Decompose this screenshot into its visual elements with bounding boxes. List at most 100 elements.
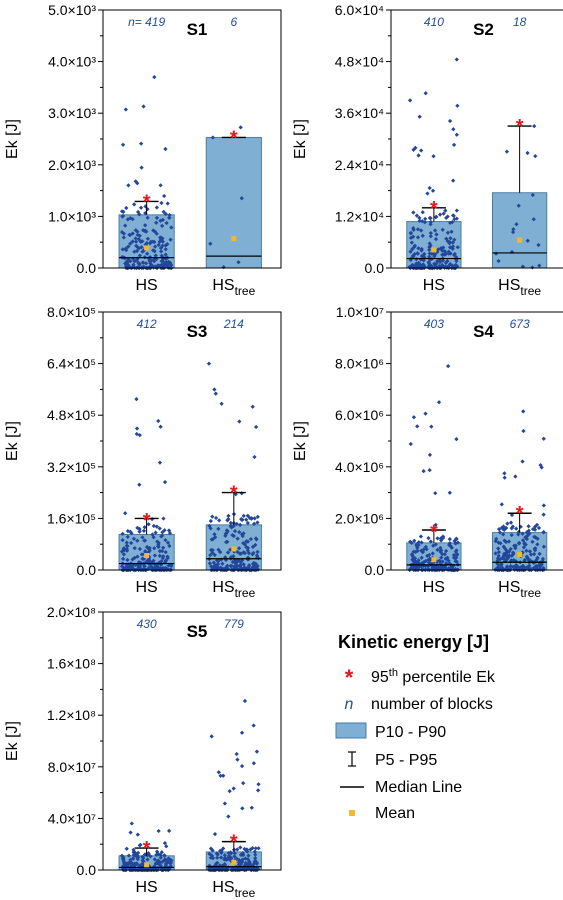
y-tick-label: 1.6×10⁸ xyxy=(47,656,96,672)
mean-marker xyxy=(231,236,237,242)
data-point xyxy=(158,424,163,429)
data-point xyxy=(453,559,458,564)
data-point xyxy=(222,862,228,867)
y-tick-label: 4.0×10⁷ xyxy=(48,810,96,826)
data-point xyxy=(137,265,142,270)
data-point xyxy=(208,846,214,851)
data-point xyxy=(213,515,219,521)
data-point xyxy=(166,563,171,568)
data-point xyxy=(232,528,238,534)
data-point xyxy=(242,551,248,556)
data-point xyxy=(236,260,241,265)
data-point xyxy=(128,830,133,835)
data-point xyxy=(163,549,168,555)
data-point xyxy=(123,107,128,112)
y-tick-label: 6.0×10⁶ xyxy=(335,407,384,423)
data-point xyxy=(254,749,260,754)
data-point xyxy=(137,253,142,258)
data-point xyxy=(145,857,150,862)
mean-icon xyxy=(349,810,355,816)
data-point xyxy=(421,258,426,263)
p95-star: * xyxy=(143,838,151,860)
data-point xyxy=(445,258,450,264)
data-point xyxy=(124,205,129,211)
mean-marker xyxy=(144,245,150,251)
data-point xyxy=(541,529,546,535)
data-point xyxy=(156,242,161,248)
data-point xyxy=(142,228,147,233)
data-point xyxy=(454,552,459,557)
data-point xyxy=(416,540,421,545)
data-point xyxy=(163,558,169,564)
data-point xyxy=(253,856,258,861)
data-point xyxy=(120,247,125,252)
data-point xyxy=(415,227,421,232)
data-point xyxy=(496,526,502,532)
data-point xyxy=(451,142,457,148)
data-point xyxy=(137,526,142,532)
plot-frame xyxy=(390,9,563,269)
data-point xyxy=(152,546,157,551)
data-point xyxy=(159,249,164,254)
data-point xyxy=(525,238,530,243)
data-point xyxy=(416,153,421,158)
data-point xyxy=(216,770,221,775)
data-point xyxy=(535,542,540,547)
y-tick-label: 4.8×10⁴ xyxy=(335,54,384,70)
data-point xyxy=(135,181,140,186)
data-point xyxy=(541,512,546,517)
data-point xyxy=(240,806,245,811)
x-category-label: HStree xyxy=(212,879,255,900)
data-point xyxy=(251,560,257,566)
data-point xyxy=(135,232,140,237)
data-point xyxy=(412,252,417,257)
data-point xyxy=(159,223,165,229)
group-hs-tree: * 18 HStree xyxy=(492,15,548,298)
data-point xyxy=(133,236,138,241)
data-point xyxy=(256,846,261,851)
group-hs-tree: * 779 HStree xyxy=(205,617,262,900)
data-point xyxy=(432,254,437,259)
p95-star-icon: * xyxy=(345,665,354,690)
legend-label: number of blocks xyxy=(371,696,493,713)
data-point xyxy=(244,847,250,852)
plot-frame xyxy=(102,611,282,871)
data-point xyxy=(139,165,144,170)
data-point xyxy=(451,213,456,218)
data-point xyxy=(214,851,220,856)
data-point xyxy=(521,409,526,414)
data-point xyxy=(167,543,172,549)
data-point xyxy=(154,849,160,854)
data-point xyxy=(530,192,535,198)
data-point xyxy=(494,536,499,542)
data-point xyxy=(246,551,252,556)
legend-item-box-range: P10 - P90 xyxy=(335,722,446,741)
data-point xyxy=(410,554,416,559)
data-point xyxy=(427,215,433,221)
x-category-label: HS xyxy=(423,277,445,294)
data-point xyxy=(147,241,153,246)
data-point xyxy=(120,213,126,219)
data-point xyxy=(451,178,456,183)
data-point xyxy=(208,855,213,860)
data-point xyxy=(437,212,443,217)
data-point xyxy=(245,545,251,551)
data-point xyxy=(222,855,228,860)
data-point xyxy=(158,183,163,188)
group-hs: * 430 HS xyxy=(118,617,175,896)
data-point xyxy=(441,535,446,541)
panel-s1: 0.0 1.0×10³ 2.0×10³ 3.0×10³ 4.0×10³ 5.0×10³ Ek… xyxy=(4,2,282,298)
data-point xyxy=(499,502,504,507)
data-point xyxy=(532,123,537,129)
data-point xyxy=(241,513,246,519)
data-point xyxy=(454,57,459,62)
data-point xyxy=(140,239,145,244)
data-point xyxy=(417,218,422,223)
data-point xyxy=(419,540,424,545)
data-point xyxy=(238,125,243,130)
data-point xyxy=(220,561,225,566)
data-point xyxy=(533,153,538,159)
data-point xyxy=(146,546,152,552)
data-point xyxy=(433,237,439,242)
data-point xyxy=(212,552,217,558)
